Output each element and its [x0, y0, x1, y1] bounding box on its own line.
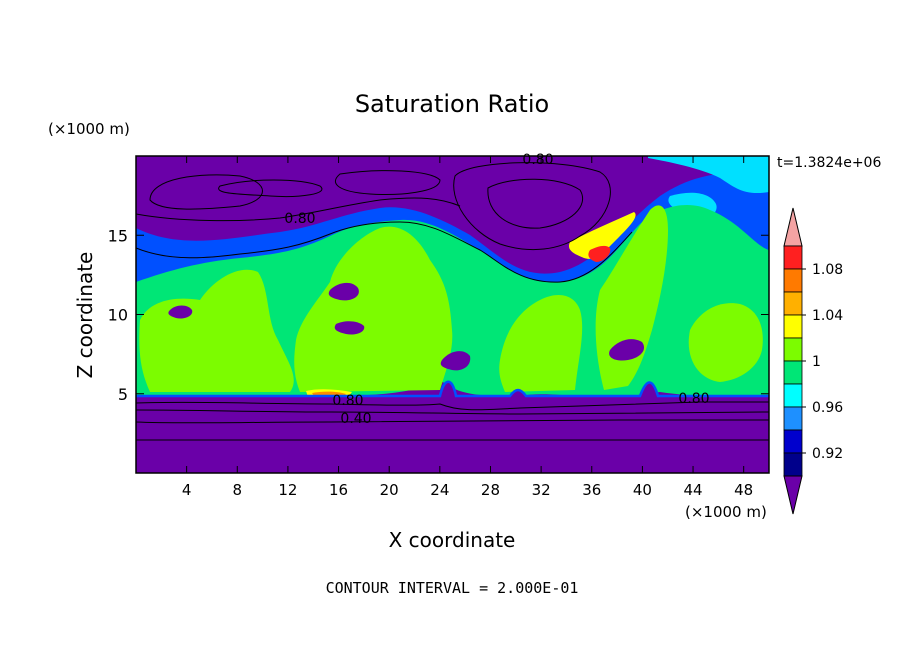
- colorbar-label: 0.92: [812, 446, 843, 462]
- contour-line-upper-left-loop: [149, 174, 263, 210]
- field-lime-patch: [294, 226, 453, 392]
- contour-value-label: 0.80: [332, 393, 363, 409]
- contour-line-080-lower: [136, 401, 769, 411]
- contour-value-label: 0.80: [678, 391, 709, 407]
- colorbar: 1.08 1.04 1 0.96 0.92: [783, 207, 843, 515]
- contour-line-080-upper: [136, 197, 461, 222]
- x-tick-label: 32: [532, 481, 551, 499]
- colorbar-swatch: [783, 337, 803, 362]
- x-tick-label: 44: [683, 481, 702, 499]
- y-axis-ticks: 5 10 15: [108, 226, 769, 404]
- field-dark-pocket: [328, 282, 359, 301]
- saturation-field: [136, 156, 769, 473]
- x-tick-label: 48: [734, 481, 753, 499]
- colorbar-label: 0.96: [812, 400, 843, 416]
- x-tick-label: 16: [329, 481, 348, 499]
- x-tick-label: 28: [481, 481, 500, 499]
- x-tick-label: 12: [278, 481, 297, 499]
- x-tick-label: 40: [633, 481, 652, 499]
- x-axis-ticks: 4 8 12 16 20 24 28 32 36 40 44 48: [182, 156, 753, 499]
- contour-label-layer: 0.80 0.80 0.80 0.80 0.40: [284, 152, 709, 427]
- x-axis-label: X coordinate: [389, 528, 516, 552]
- field-dark-pocket: [168, 305, 193, 319]
- field-lime-patch: [595, 205, 668, 390]
- time-label: t=1.3824e+06: [777, 155, 881, 171]
- contour-interval-footer: CONTOUR INTERVAL = 2.000E-01: [326, 579, 579, 597]
- contour-value-label: 0.80: [522, 152, 553, 168]
- y-axis-label: Z coordinate: [73, 252, 97, 379]
- colorbar-swatch: [783, 452, 803, 477]
- colorbar-label: 1: [812, 354, 821, 370]
- y-tick-label: 15: [108, 226, 128, 245]
- x-tick-label: 4: [182, 481, 192, 499]
- y-tick-label: 5: [118, 385, 128, 404]
- chart-title: Saturation Ratio: [355, 90, 549, 118]
- x-tick-label: 36: [582, 481, 601, 499]
- field-lime-patch: [139, 269, 294, 392]
- colorbar-label: 1.04: [812, 308, 843, 324]
- field-dark-pocket: [334, 321, 365, 335]
- field-lime-patch: [688, 303, 763, 382]
- x-tick-label: 8: [233, 481, 243, 499]
- contour-line-large-loop: [453, 162, 611, 251]
- colorbar-swatch: [783, 268, 803, 293]
- colorbar-swatch: [783, 429, 803, 454]
- y-tick-label: 10: [108, 306, 128, 325]
- colorbar-label: 1.08: [812, 262, 843, 278]
- colorbar-swatch: [783, 360, 803, 385]
- colorbar-top-arrow: [783, 207, 803, 247]
- colorbar-swatch: [783, 291, 803, 316]
- colorbar-swatch: [783, 383, 803, 408]
- contour-line-upper-left-loop-2: [218, 179, 323, 197]
- field-red-spot: [588, 245, 611, 262]
- field-dark-pocket: [440, 351, 471, 371]
- contour-lines: [136, 162, 769, 441]
- field-lime-patch: [499, 295, 583, 392]
- contour-line-040: [136, 419, 769, 424]
- x-unit-label: (×1000 m): [685, 503, 767, 521]
- colorbar-swatch: [783, 406, 803, 431]
- contour-line-upper-middle-loop: [334, 170, 441, 195]
- y-unit-label: (×1000 m): [48, 120, 130, 138]
- contour-value-label: 0.40: [340, 411, 371, 427]
- field-bottom-band-edge: [136, 380, 769, 398]
- x-tick-label: 20: [380, 481, 399, 499]
- field-dark-pocket: [609, 339, 645, 361]
- colorbar-bottom-arrow: [783, 475, 803, 515]
- field-cyan-patch: [648, 156, 769, 194]
- contour-value-label: 0.80: [284, 211, 315, 227]
- contour-line-070: [136, 409, 769, 415]
- contour-line-inner-loop: [487, 178, 583, 229]
- colorbar-swatch: [783, 314, 803, 339]
- colorbar-swatch: [783, 245, 803, 270]
- x-tick-label: 24: [430, 481, 449, 499]
- contour-line-cloud-top: [136, 221, 633, 283]
- field-yellow-spot: [568, 212, 636, 259]
